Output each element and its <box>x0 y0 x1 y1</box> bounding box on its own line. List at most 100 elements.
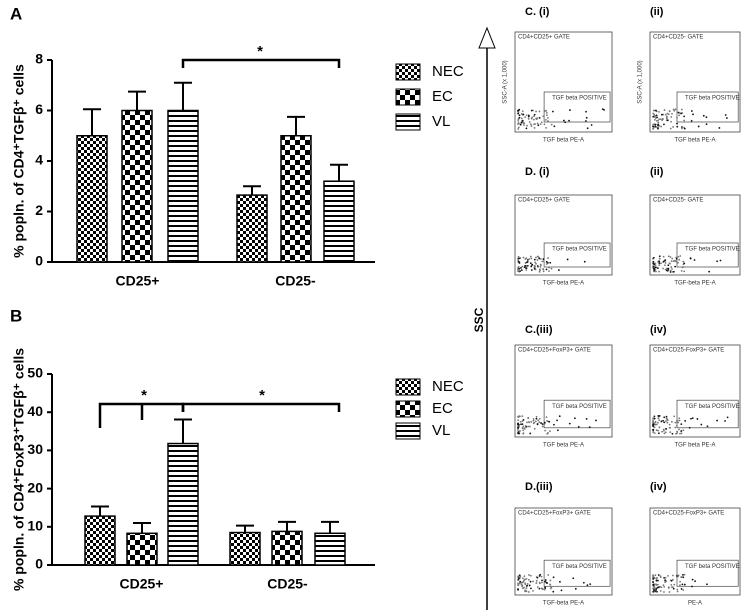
event-dot <box>659 585 661 588</box>
gate-label: CD4+CD25- GATE <box>653 35 703 41</box>
event-dot <box>658 432 660 435</box>
event-dot <box>541 425 544 428</box>
event-dot <box>527 115 530 118</box>
gate <box>543 242 611 268</box>
event-dot <box>538 418 541 420</box>
gate <box>676 91 739 123</box>
event-dot <box>658 414 661 417</box>
event-dot <box>655 583 658 586</box>
event-dot <box>536 259 539 261</box>
event-dot <box>538 110 541 113</box>
event-dot <box>528 574 530 576</box>
event-dot <box>669 431 672 434</box>
event-dot <box>519 420 522 423</box>
event-dot <box>550 267 553 270</box>
event-dot <box>661 119 663 122</box>
event-dot <box>655 589 657 591</box>
event-dot <box>670 579 673 582</box>
gate-text: TGF beta POSITIVE <box>552 247 607 253</box>
event-dot <box>657 123 659 126</box>
plot-frame <box>514 31 613 133</box>
event-dot <box>545 416 548 419</box>
y-tick-label: 50 <box>27 365 43 381</box>
event-dot <box>538 270 541 273</box>
event-dot <box>664 579 666 582</box>
event-dot <box>658 111 660 113</box>
event-dot <box>676 116 678 119</box>
event-dot <box>525 577 528 580</box>
gate-text: TGF beta POSITIVE <box>685 247 740 253</box>
event-dot <box>665 427 667 430</box>
event-dot <box>541 588 544 591</box>
event-dot <box>545 127 547 129</box>
event-dot <box>669 256 672 258</box>
event-dot <box>535 118 538 121</box>
event-dot <box>672 270 675 273</box>
event-dot <box>517 255 520 258</box>
event-dot <box>655 270 657 273</box>
event-dot <box>669 262 671 265</box>
gate-text: TGF beta POSITIVE <box>685 564 740 570</box>
event-dot <box>533 258 536 261</box>
error-bar <box>128 90 146 111</box>
event-dot <box>655 109 657 112</box>
event-dot <box>652 112 655 115</box>
event-dot <box>547 432 549 434</box>
event-dot <box>657 574 660 576</box>
event-dot <box>517 419 520 422</box>
event-dot <box>665 420 667 422</box>
event-dot <box>675 424 678 427</box>
event-dot <box>693 259 696 261</box>
event-dot <box>517 126 520 129</box>
event-dot <box>664 576 667 579</box>
event-dot <box>534 261 537 264</box>
event-dot <box>683 262 686 265</box>
bar <box>229 531 261 566</box>
event-dot <box>568 422 571 425</box>
event-dot <box>532 422 535 425</box>
event-dot <box>678 419 681 422</box>
event-dot <box>533 127 536 129</box>
event-dot <box>535 415 538 418</box>
event-dot <box>678 114 680 117</box>
event-dot <box>583 260 586 263</box>
y-tick-label: 4 <box>35 152 43 168</box>
event-dot <box>517 128 520 130</box>
x-tick-label: CD25- <box>275 273 316 289</box>
event-dot <box>517 109 520 112</box>
event-dot <box>521 420 524 423</box>
event-dot <box>588 426 591 429</box>
event-dot <box>539 123 542 126</box>
event-dot <box>652 423 655 426</box>
event-dot <box>672 587 675 590</box>
event-dot <box>676 125 679 128</box>
event-dot <box>658 426 661 429</box>
plot-frame <box>514 194 613 276</box>
legend-label: NEC <box>432 378 464 395</box>
event-dot <box>522 256 525 259</box>
event-dot <box>653 415 656 418</box>
event-dot <box>679 580 681 583</box>
event-dot <box>517 265 520 268</box>
event-dot <box>675 420 678 422</box>
gate-text: TGF beta POSITIVE <box>685 96 740 102</box>
event-dot <box>680 432 683 435</box>
event-dot <box>520 117 523 120</box>
event-dot <box>667 113 670 116</box>
event-dot <box>653 432 656 434</box>
event-dot <box>525 127 528 130</box>
event-dot <box>532 589 534 592</box>
x-label: TGF-beta PE-A <box>543 281 584 287</box>
event-dot <box>527 117 530 120</box>
panel-label: (iv) <box>650 481 667 493</box>
event-dot <box>517 432 519 435</box>
event-dot <box>652 577 655 580</box>
event-dot <box>545 111 548 114</box>
event-dot <box>518 267 521 270</box>
event-dot <box>705 123 708 126</box>
event-dot <box>681 126 683 128</box>
event-dot <box>724 114 727 116</box>
x-label: TGF beta PE-A <box>543 138 584 144</box>
event-dot <box>670 420 673 423</box>
